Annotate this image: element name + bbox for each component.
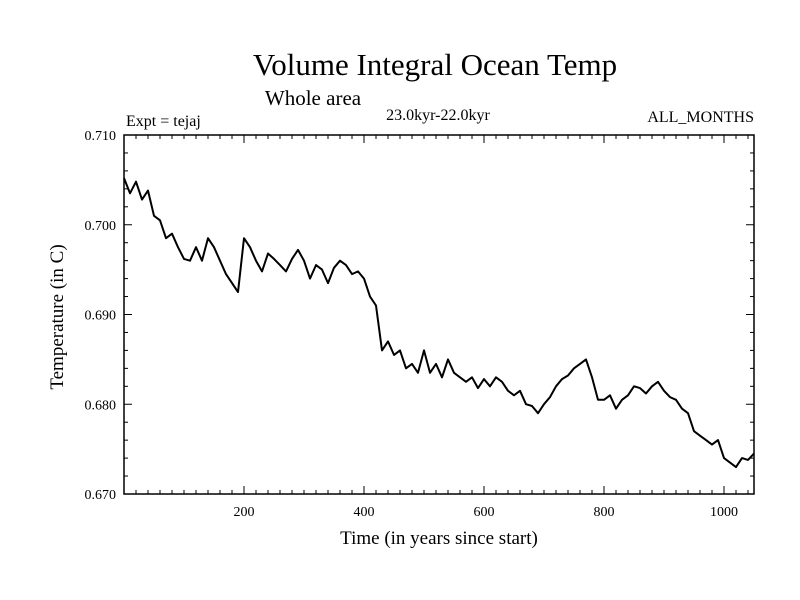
x-axis-label: Time (in years since start) bbox=[340, 528, 538, 549]
x-tick-label: 200 bbox=[234, 505, 255, 520]
y-tick-label: 0.680 bbox=[85, 398, 117, 413]
chart-title: Volume Integral Ocean Temp bbox=[253, 47, 617, 82]
months-label: ALL_MONTHS bbox=[647, 109, 754, 126]
y-tick-label: 0.670 bbox=[85, 488, 117, 503]
x-tick-label: 400 bbox=[354, 505, 375, 520]
x-tick-label: 800 bbox=[594, 505, 615, 520]
plot-frame bbox=[123, 134, 755, 495]
y-tick-label: 0.690 bbox=[85, 309, 117, 324]
experiment-label: Expt = tejaj bbox=[126, 113, 201, 130]
chart-period: 23.0kyr-22.0kyr bbox=[386, 107, 490, 124]
plot-area: 200 400 600 800 1000 0.670 0.680 0.690 0.700 0.71… bbox=[85, 129, 755, 520]
y-axis-label: Temperature (in C) bbox=[47, 244, 68, 389]
x-tick-label: 600 bbox=[474, 505, 495, 520]
series-line bbox=[123, 177, 755, 469]
y-tick-label: 0.700 bbox=[85, 219, 117, 234]
y-tick-label: 0.710 bbox=[85, 129, 117, 144]
chart-subtitle: Whole area bbox=[265, 86, 362, 110]
x-tick-label: 1000 bbox=[710, 505, 738, 520]
